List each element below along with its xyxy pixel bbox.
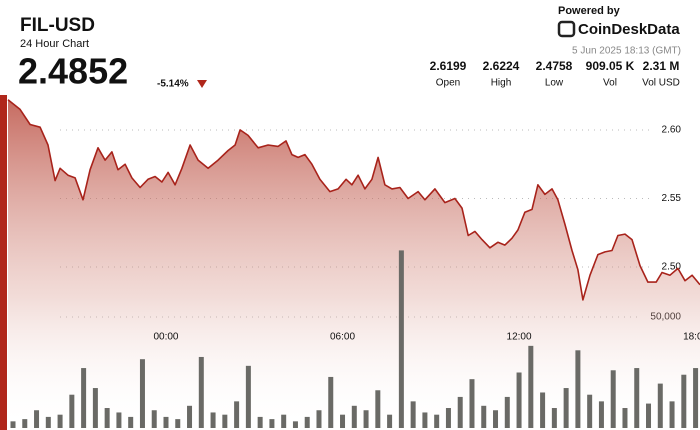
y-tick-label: 2.55 <box>662 193 682 204</box>
stat-label: Vol USD <box>642 78 680 89</box>
brand-icon <box>557 20 576 38</box>
volume-bar <box>234 401 240 428</box>
volume-bar <box>245 365 251 428</box>
volume-bar <box>139 359 145 428</box>
volume-bar <box>116 412 122 428</box>
down-arrow <box>197 80 207 88</box>
volume-bar <box>92 388 98 428</box>
volume-bar <box>387 414 393 428</box>
stat-value: 2.6199 <box>430 59 467 73</box>
volume-bar <box>222 414 228 428</box>
volume-bar <box>528 345 534 428</box>
x-tick-label: 06:00 <box>330 332 355 343</box>
chart-title: FIL-USD <box>20 15 95 36</box>
volume-bar <box>669 401 675 428</box>
volume-bar <box>622 408 628 428</box>
stat-value: 2.31 M <box>643 59 680 73</box>
volume-bar <box>634 368 640 428</box>
volume-bar <box>434 414 440 428</box>
y-tick-label: 2.50 <box>662 262 682 273</box>
volume-bar <box>693 368 699 428</box>
volume-bar <box>657 383 663 428</box>
volume-bar <box>198 356 204 428</box>
stat-label: Vol <box>603 78 617 89</box>
volume-bar <box>681 374 687 428</box>
volume-bar <box>493 410 499 428</box>
volume-bar <box>363 410 369 428</box>
volume-bar <box>481 405 487 428</box>
volume-bar <box>34 410 40 428</box>
stats: 2.6199 Open 2.6224 High 2.4758 Low 909.05 K Vol… <box>430 59 680 88</box>
price-line <box>7 99 700 301</box>
volume-bar <box>210 412 216 428</box>
volume-bar <box>269 419 275 428</box>
volume-bar <box>610 370 616 428</box>
price-area <box>8 99 700 429</box>
stat-label: Low <box>545 78 564 89</box>
timestamp: 5 Jun 2025 18:13 (GMT) <box>572 46 681 57</box>
volume-bar <box>422 412 428 428</box>
volume-bar <box>563 388 569 428</box>
volume-bar <box>304 416 310 428</box>
volume-bar <box>457 396 463 428</box>
volume-bar <box>540 392 546 428</box>
volume-bar <box>575 350 581 428</box>
volume-bar <box>587 394 593 428</box>
brand-name: CoinDeskData <box>578 21 680 38</box>
chart-subtitle: 24 Hour Chart <box>20 38 89 50</box>
volume-bar <box>410 401 416 428</box>
volume-bar <box>351 405 357 428</box>
volume-bar <box>598 401 604 428</box>
volume-bar <box>22 419 28 428</box>
volume-bar <box>445 408 451 428</box>
volume-bar <box>57 414 63 428</box>
volume-bar <box>551 408 557 428</box>
stat-label: High <box>491 78 512 89</box>
powered-by: Powered by <box>558 5 621 17</box>
volume-bar <box>151 410 157 428</box>
volume-bar <box>340 414 346 428</box>
volume-bar <box>292 421 298 428</box>
stat-value: 2.4758 <box>536 59 573 73</box>
volume-bar <box>10 421 16 428</box>
stat-value: 2.6224 <box>483 59 520 73</box>
stat-value: 909.05 K <box>586 59 635 73</box>
volume-bar <box>104 408 110 428</box>
volume-bar <box>45 416 51 428</box>
x-tick-label: 00:00 <box>153 332 178 343</box>
y-tick-label: 2.60 <box>662 125 682 136</box>
volume-bar <box>81 368 87 428</box>
volume-bar <box>646 403 652 428</box>
x-tick-label: 12:00 <box>507 332 532 343</box>
price-change: -5.14% <box>157 79 189 90</box>
volume-bar <box>398 250 404 428</box>
volume-bar <box>375 390 381 428</box>
volume-bar <box>504 396 510 428</box>
volume-bar <box>187 405 193 428</box>
volume-bar <box>69 394 75 428</box>
volume-bar <box>328 376 334 428</box>
volume-bar <box>516 372 522 428</box>
volume-bar <box>257 416 263 428</box>
volume-bar <box>469 379 475 428</box>
volume-bar <box>281 414 287 428</box>
volume-bar <box>128 416 134 428</box>
last-price: 2.4852 <box>18 51 128 92</box>
volume-bar <box>175 419 181 428</box>
volume-bar <box>316 410 322 428</box>
volume-bar <box>163 416 169 428</box>
x-tick-label: 18:00 <box>683 332 700 343</box>
accent-strip <box>0 95 7 430</box>
stat-label: Open <box>436 78 460 89</box>
